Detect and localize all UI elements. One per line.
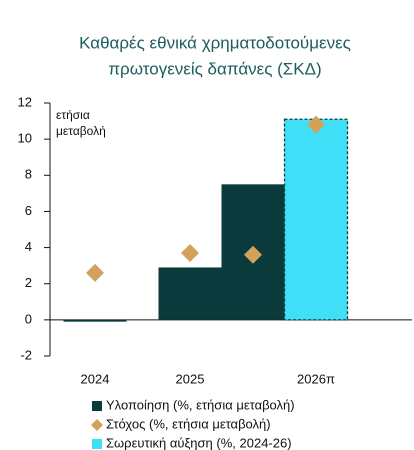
legend-marker [91,419,103,431]
legend-marker [92,401,102,411]
y-tick-label: 8 [25,167,32,182]
legend-label: Στόχος (%, ετήσια μεταβολή) [106,416,271,431]
target-marker [181,243,199,262]
y-tick-label: 10 [18,131,32,146]
legend-label: Σωρευτική αύξηση (%, 2024-26) [106,435,292,450]
annotation: μεταβολή [56,124,106,138]
y-tick-label: 6 [25,203,32,218]
x-tick-label: 2025 [176,371,205,386]
legend-label: Υλοποίηση (%, ετήσια μεταβολή) [106,397,295,412]
target-marker [244,245,262,264]
y-tick-label: -2 [20,347,32,362]
target-marker [307,115,325,134]
annotation: ετήσια [56,108,90,122]
y-tick-label: 12 [18,94,32,109]
chart-title: Καθαρές εθνικά χρηματοδοτούμενες [79,33,351,52]
bar [158,267,222,320]
target-marker [86,263,104,282]
y-tick-label: 0 [25,311,32,326]
x-tick-label: 2026π [297,371,335,386]
chart-title: πρωτογενείς δαπάνες (ΣΚΔ) [108,59,321,78]
bar [63,319,127,322]
x-tick-label: 2024 [81,371,110,386]
legend-marker [92,439,102,449]
y-tick-label: 4 [25,239,32,254]
y-tick-label: 2 [25,275,32,290]
cumulative-bar [283,118,349,321]
